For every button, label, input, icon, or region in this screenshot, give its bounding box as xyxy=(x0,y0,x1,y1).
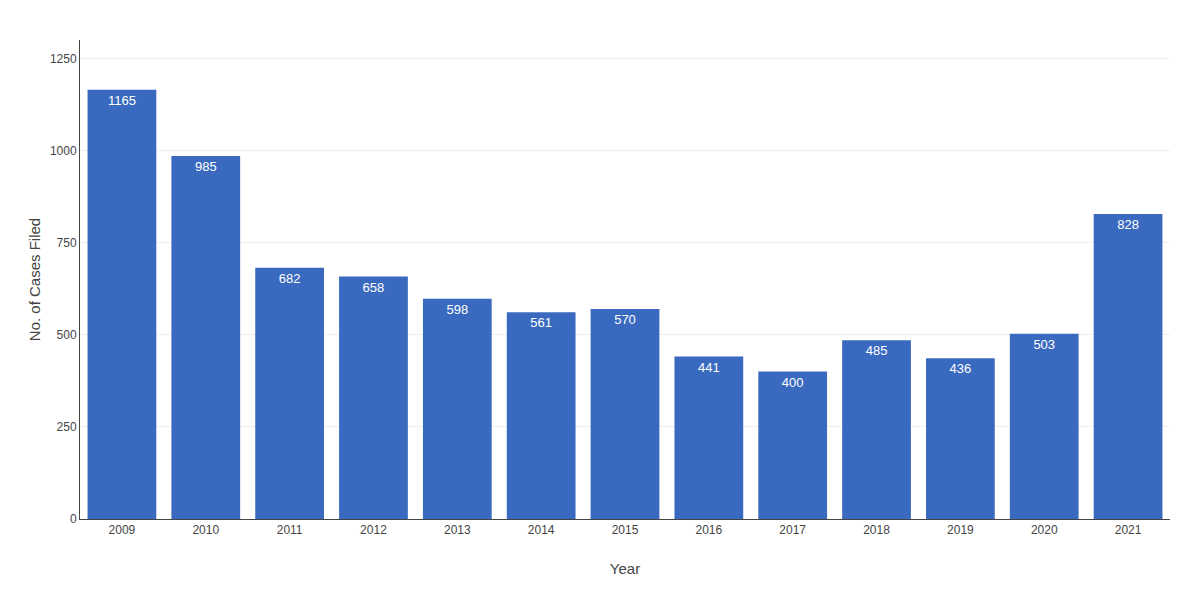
svg-text:2015: 2015 xyxy=(612,523,639,537)
svg-text:Year: Year xyxy=(610,560,640,577)
svg-text:441: 441 xyxy=(698,360,720,375)
svg-text:658: 658 xyxy=(363,280,385,295)
svg-text:1165: 1165 xyxy=(108,93,136,108)
svg-text:2021: 2021 xyxy=(1115,523,1142,537)
svg-text:2011: 2011 xyxy=(277,523,303,537)
svg-text:400: 400 xyxy=(782,375,804,390)
svg-text:561: 561 xyxy=(530,315,552,330)
svg-text:436: 436 xyxy=(950,361,972,376)
svg-text:1000: 1000 xyxy=(50,144,77,158)
svg-text:500: 500 xyxy=(57,328,77,342)
svg-text:0: 0 xyxy=(70,512,77,526)
svg-text:2013: 2013 xyxy=(444,523,471,537)
svg-text:570: 570 xyxy=(614,312,636,327)
svg-text:2012: 2012 xyxy=(360,523,387,537)
svg-text:503: 503 xyxy=(1033,337,1055,352)
svg-text:250: 250 xyxy=(57,420,77,434)
svg-text:2019: 2019 xyxy=(947,523,974,537)
svg-text:2020: 2020 xyxy=(1031,523,1058,537)
svg-text:485: 485 xyxy=(866,343,888,358)
svg-text:682: 682 xyxy=(279,271,301,286)
svg-text:2014: 2014 xyxy=(528,523,555,537)
svg-text:2017: 2017 xyxy=(779,523,806,537)
svg-text:750: 750 xyxy=(57,236,77,250)
svg-text:2009: 2009 xyxy=(109,523,136,537)
svg-text:2016: 2016 xyxy=(695,523,722,537)
svg-text:828: 828 xyxy=(1117,217,1139,232)
svg-text:2018: 2018 xyxy=(863,523,890,537)
svg-text:598: 598 xyxy=(446,302,468,317)
svg-text:2010: 2010 xyxy=(192,523,219,537)
svg-text:985: 985 xyxy=(195,159,217,174)
svg-text:No. of Cases Filed: No. of Cases Filed xyxy=(26,218,43,341)
svg-text:1250: 1250 xyxy=(50,52,77,66)
